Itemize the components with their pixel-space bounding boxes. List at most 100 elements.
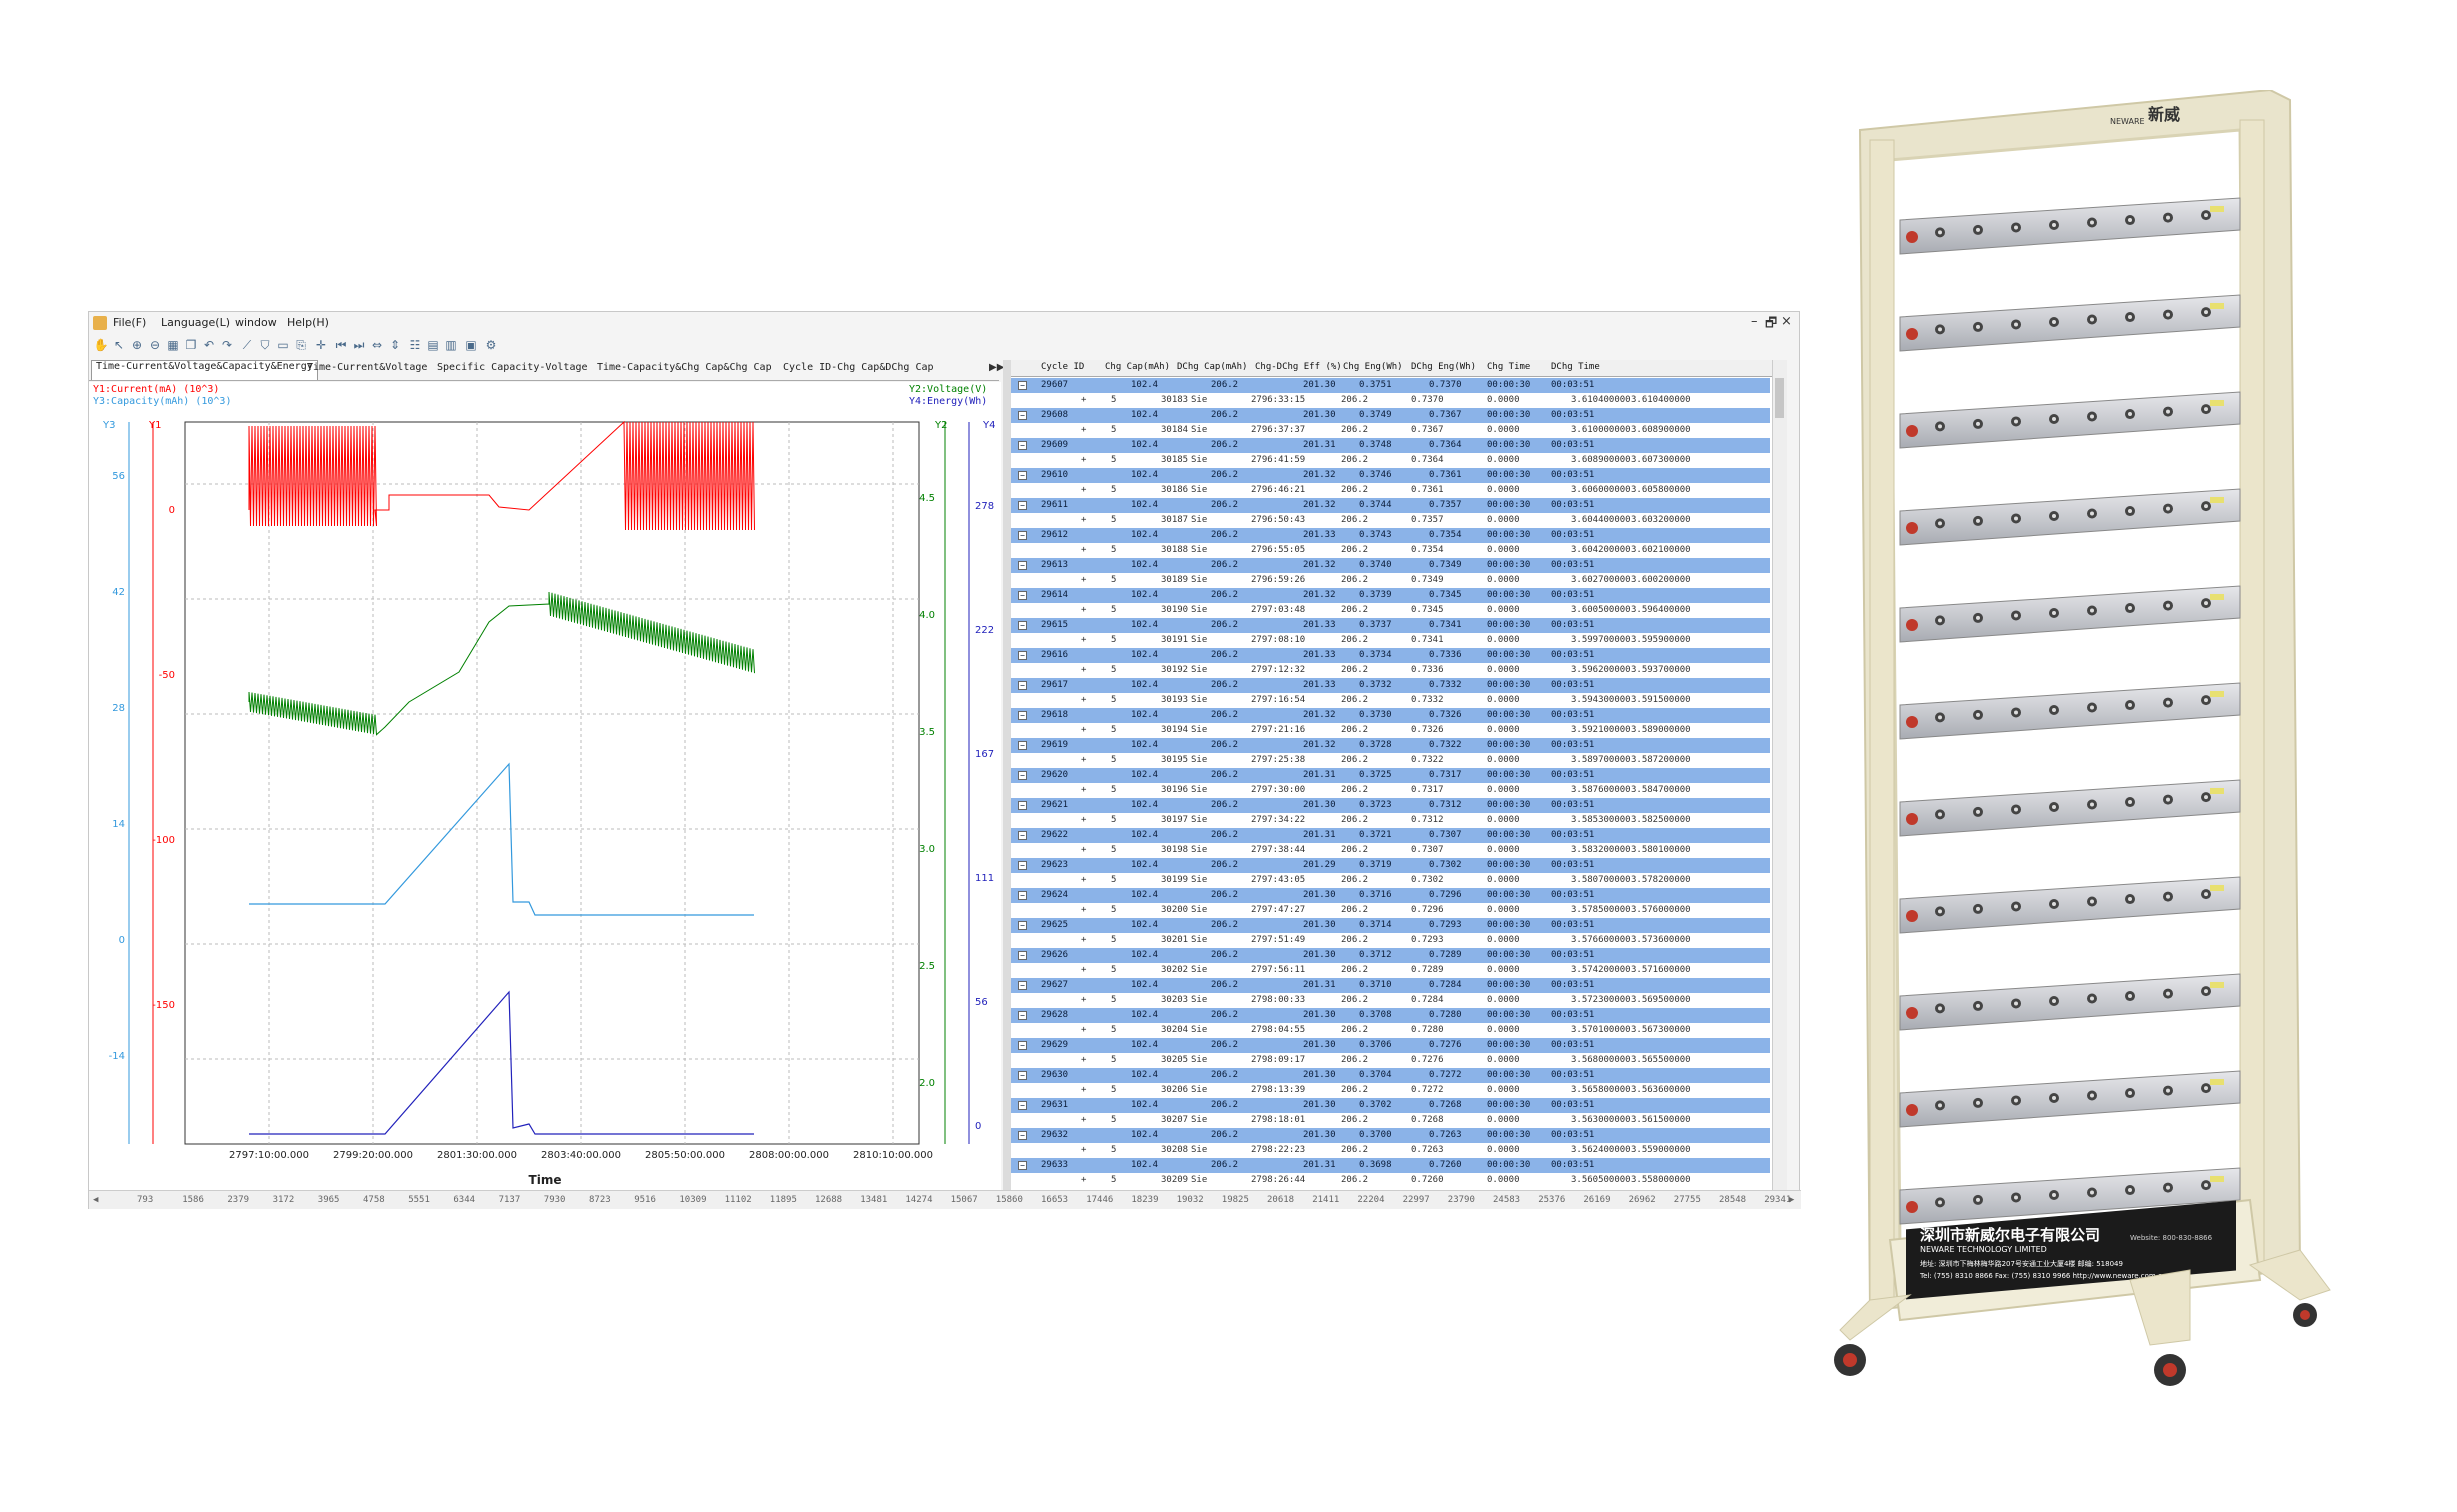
expand-icon[interactable]: + bbox=[1081, 425, 1087, 435]
table-row[interactable]: − 29629 102.4 206.2 201.30 0.3706 0.7276 00:00:… bbox=[1011, 1038, 1770, 1053]
table-row[interactable]: − 29633 102.4 206.2 201.31 0.3698 0.7260 00:00:… bbox=[1011, 1158, 1770, 1173]
table-row[interactable]: − 29616 102.4 206.2 201.33 0.3734 0.7336 00:00:… bbox=[1011, 648, 1770, 663]
expand-icon[interactable]: + bbox=[1081, 785, 1087, 795]
table-subrow[interactable]: +5 30187 Sie 2796:50:43 206.2 0.7357 0.0000 3.6… bbox=[1011, 513, 1770, 528]
table-subrow[interactable]: +5 30188 Sie 2796:55:05 206.2 0.7354 0.0000 3.6… bbox=[1011, 543, 1770, 558]
table-subrow[interactable]: +5 30193 Sie 2797:16:54 206.2 0.7332 0.0000 3.5… bbox=[1011, 693, 1770, 708]
pointer-icon[interactable]: ↖ bbox=[113, 338, 125, 352]
table-subrow[interactable]: +5 30200 Sie 2797:47:27 206.2 0.7296 0.0000 3.5… bbox=[1011, 903, 1770, 918]
collapse-icon[interactable]: − bbox=[1018, 1101, 1027, 1110]
table-subrow[interactable]: +5 30196 Sie 2797:30:00 206.2 0.7317 0.0000 3.5… bbox=[1011, 783, 1770, 798]
table-icon[interactable]: ☷ bbox=[409, 338, 421, 352]
collapse-icon[interactable]: − bbox=[1018, 741, 1027, 750]
expand-icon[interactable]: + bbox=[1081, 1115, 1087, 1125]
table-subrow[interactable]: +5 30198 Sie 2797:38:44 206.2 0.7307 0.0000 3.5… bbox=[1011, 843, 1770, 858]
tab-specific-capacity-voltage[interactable]: Specific Capacity-Voltage bbox=[437, 362, 588, 373]
table-row[interactable]: − 29608 102.4 206.2 201.30 0.3749 0.7367 00:00:… bbox=[1011, 408, 1770, 423]
col-dchg-eng[interactable]: DChg Eng(Wh) bbox=[1411, 362, 1477, 372]
expand-icon[interactable]: + bbox=[1081, 815, 1087, 825]
collapse-icon[interactable]: − bbox=[1018, 1041, 1027, 1050]
expand-icon[interactable]: + bbox=[1081, 545, 1087, 555]
tab-time-current-voltage-capacity-energy[interactable]: Time-Current&Voltage&Capacity&Energy bbox=[91, 360, 318, 380]
col-dchg-time[interactable]: DChg Time bbox=[1551, 362, 1600, 372]
table-row[interactable]: − 29607 102.4 206.2 201.30 0.3751 0.7370 00:00:… bbox=[1011, 378, 1770, 393]
table-row[interactable]: − 29611 102.4 206.2 201.32 0.3744 0.7357 00:00:… bbox=[1011, 498, 1770, 513]
collapse-icon[interactable]: − bbox=[1018, 471, 1027, 480]
tab-scroll-arrow-icon[interactable]: ▶▶ bbox=[989, 362, 1005, 373]
collapse-icon[interactable]: − bbox=[1018, 1011, 1027, 1020]
collapse-icon[interactable]: − bbox=[1018, 501, 1027, 510]
menu-language[interactable]: Language(L) bbox=[161, 316, 230, 329]
collapse-icon[interactable]: − bbox=[1018, 1071, 1027, 1080]
collapse-icon[interactable]: − bbox=[1018, 561, 1027, 570]
table-row[interactable]: − 29631 102.4 206.2 201.30 0.3702 0.7268 00:00:… bbox=[1011, 1098, 1770, 1113]
menu-help[interactable]: Help(H) bbox=[287, 316, 329, 329]
expand-icon[interactable]: + bbox=[1081, 485, 1087, 495]
expand-icon[interactable]: + bbox=[1081, 1145, 1087, 1155]
expand-icon[interactable]: + bbox=[1081, 515, 1087, 525]
table-subrow[interactable]: +5 30191 Sie 2797:08:10 206.2 0.7341 0.0000 3.5… bbox=[1011, 633, 1770, 648]
collapse-icon[interactable]: − bbox=[1018, 891, 1027, 900]
table-row[interactable]: − 29617 102.4 206.2 201.33 0.3732 0.7332 00:00:… bbox=[1011, 678, 1770, 693]
table-subrow[interactable]: +5 30186 Sie 2796:46:21 206.2 0.7361 0.0000 3.6… bbox=[1011, 483, 1770, 498]
collapse-icon[interactable]: − bbox=[1018, 681, 1027, 690]
table-subrow[interactable]: +5 30184 Sie 2796:37:37 206.2 0.7367 0.0000 3.6… bbox=[1011, 423, 1770, 438]
table-subrow[interactable]: +5 30199 Sie 2797:43:05 206.2 0.7302 0.0000 3.5… bbox=[1011, 873, 1770, 888]
collapse-icon[interactable]: − bbox=[1018, 801, 1027, 810]
table-row[interactable]: − 29610 102.4 206.2 201.32 0.3746 0.7361 00:00:… bbox=[1011, 468, 1770, 483]
minimize-button[interactable]: – bbox=[1751, 314, 1758, 329]
menu-file[interactable]: File(F) bbox=[113, 316, 147, 329]
expand-icon[interactable]: + bbox=[1081, 755, 1087, 765]
zoom-out-icon[interactable]: ⊖ bbox=[149, 338, 161, 352]
collapse-icon[interactable]: − bbox=[1018, 711, 1027, 720]
collapse-icon[interactable]: − bbox=[1018, 381, 1027, 390]
scale-icon[interactable]: ⇕ bbox=[389, 338, 401, 352]
table-subrow[interactable]: +5 30202 Sie 2797:56:11 206.2 0.7289 0.0000 3.5… bbox=[1011, 963, 1770, 978]
range-icon[interactable]: ⇔ bbox=[371, 338, 383, 352]
expand-icon[interactable]: + bbox=[1081, 395, 1087, 405]
splitter[interactable] bbox=[1003, 360, 1011, 1190]
chart-plot[interactable]: Y1:Current(mA) (10^3) Y3:Capacity(mAh) (… bbox=[89, 382, 1001, 1190]
table-row[interactable]: − 29614 102.4 206.2 201.32 0.3739 0.7345 00:00:… bbox=[1011, 588, 1770, 603]
collapse-icon[interactable]: − bbox=[1018, 411, 1027, 420]
expand-icon[interactable]: + bbox=[1081, 965, 1087, 975]
table-row[interactable]: − 29615 102.4 206.2 201.33 0.3737 0.7341 00:00:… bbox=[1011, 618, 1770, 633]
collapse-icon[interactable]: − bbox=[1018, 1161, 1027, 1170]
expand-icon[interactable]: + bbox=[1081, 905, 1087, 915]
table-subrow[interactable]: +5 30206 Sie 2798:13:39 206.2 0.7272 0.0000 3.5… bbox=[1011, 1083, 1770, 1098]
table-subrow[interactable]: +5 30183 Sie 2796:33:15 206.2 0.7370 0.0000 3.6… bbox=[1011, 393, 1770, 408]
table-subrow[interactable]: +5 30209 Sie 2798:26:44 206.2 0.7260 0.0000 3.5… bbox=[1011, 1173, 1770, 1188]
collapse-icon[interactable]: − bbox=[1018, 921, 1027, 930]
vertical-scrollbar[interactable] bbox=[1772, 360, 1787, 1190]
grid-icon[interactable]: ▦ bbox=[167, 338, 179, 352]
expand-icon[interactable]: + bbox=[1081, 455, 1087, 465]
horizontal-scrollbar[interactable]: ◀ ▶ 793 1586 2379 3172 3965 4758 5551 6344 7137 7… bbox=[89, 1190, 1801, 1209]
expand-icon[interactable]: + bbox=[1081, 725, 1087, 735]
close-button[interactable]: × bbox=[1781, 314, 1792, 329]
tab-time-current-voltage[interactable]: Time-Current&Voltage bbox=[307, 362, 428, 373]
table-subrow[interactable]: +5 30201 Sie 2797:51:49 206.2 0.7293 0.0000 3.5… bbox=[1011, 933, 1770, 948]
scroll-right-icon[interactable]: ▶ bbox=[1789, 1195, 1795, 1205]
collapse-icon[interactable]: − bbox=[1018, 951, 1027, 960]
table-row[interactable]: − 29628 102.4 206.2 201.30 0.3708 0.7280 00:00:… bbox=[1011, 1008, 1770, 1023]
layout-icon[interactable]: ▤ bbox=[427, 338, 439, 352]
table-subrow[interactable]: +5 30189 Sie 2796:59:26 206.2 0.7349 0.0000 3.6… bbox=[1011, 573, 1770, 588]
table-row[interactable]: − 29619 102.4 206.2 201.32 0.3728 0.7322 00:00:… bbox=[1011, 738, 1770, 753]
col-chg-cap[interactable]: Chg Cap(mAh) bbox=[1105, 362, 1171, 372]
col-chg-eng[interactable]: Chg Eng(Wh) bbox=[1343, 362, 1403, 372]
table-row[interactable]: − 29632 102.4 206.2 201.30 0.3700 0.7263 00:00:… bbox=[1011, 1128, 1770, 1143]
expand-icon[interactable]: + bbox=[1081, 845, 1087, 855]
collapse-icon[interactable]: − bbox=[1018, 861, 1027, 870]
expand-icon[interactable]: + bbox=[1081, 635, 1087, 645]
table-row[interactable]: − 29613 102.4 206.2 201.32 0.3740 0.7349 00:00:… bbox=[1011, 558, 1770, 573]
table-subrow[interactable]: +5 30207 Sie 2798:18:01 206.2 0.7268 0.0000 3.5… bbox=[1011, 1113, 1770, 1128]
expand-icon[interactable]: + bbox=[1081, 1175, 1087, 1185]
collapse-icon[interactable]: − bbox=[1018, 1131, 1027, 1140]
col-eff[interactable]: Chg-DChg Eff (%) bbox=[1255, 362, 1342, 372]
measure-icon[interactable]: ⟋ bbox=[242, 338, 252, 352]
expand-icon[interactable]: + bbox=[1081, 605, 1087, 615]
undo-icon[interactable]: ↶ bbox=[203, 338, 215, 352]
zoom-in-icon[interactable]: ⊕ bbox=[131, 338, 143, 352]
tab-cycle-id[interactable]: Cycle ID-Chg Cap&DChg Cap bbox=[783, 362, 934, 373]
cycle-table[interactable]: Cycle ID Chg Cap(mAh) DChg Cap(mAh) Chg-… bbox=[1011, 360, 1787, 1190]
